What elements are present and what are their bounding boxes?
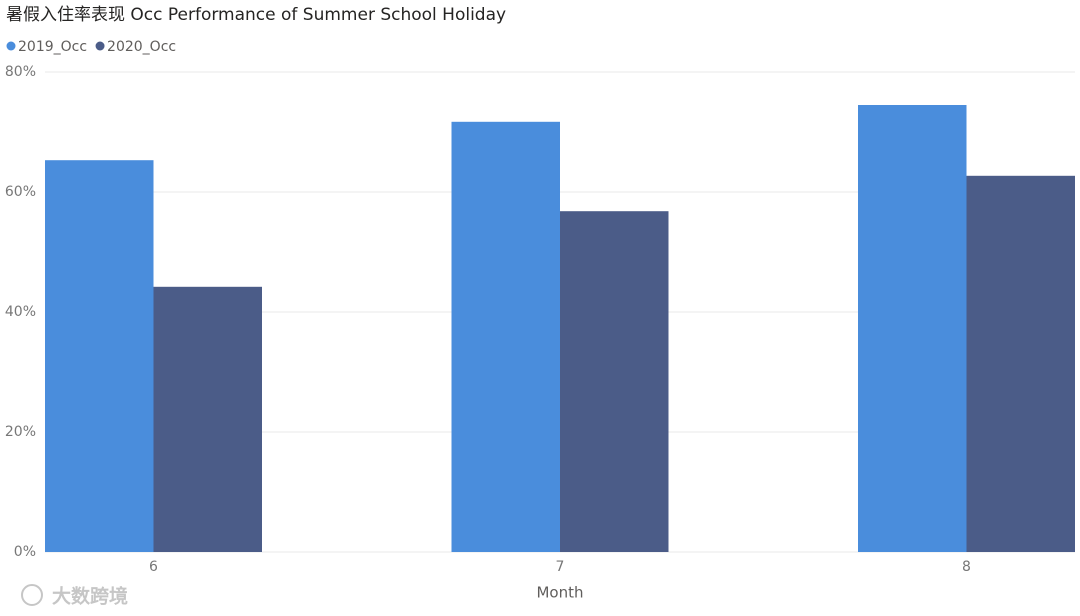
chart-title: 暑假入住率表现 Occ Performance of Summer School…: [6, 5, 506, 25]
bar: [153, 286, 262, 552]
bar: [560, 211, 669, 552]
bar: [966, 175, 1075, 553]
watermark: 大数跨境: [52, 585, 128, 608]
legend-label: 2020_Occ: [107, 39, 176, 55]
y-tick-label: 0%: [14, 544, 36, 560]
legend-marker: [95, 41, 105, 51]
x-tick-label: 8: [962, 559, 971, 575]
y-tick-label: 40%: [5, 304, 36, 320]
y-tick-label: 80%: [5, 64, 36, 80]
watermark-logo: 大数跨境: [21, 584, 128, 608]
legend-marker: [6, 41, 16, 51]
bar: [45, 160, 154, 552]
x-tick-label: 6: [149, 559, 158, 575]
bar: [451, 121, 560, 553]
y-tick-label: 60%: [5, 184, 36, 200]
x-axis-title: Month: [536, 584, 583, 602]
legend-label: 2019_Occ: [18, 39, 87, 55]
x-tick-label: 7: [556, 559, 565, 575]
bar: [858, 105, 967, 552]
y-tick-label: 20%: [5, 424, 36, 440]
